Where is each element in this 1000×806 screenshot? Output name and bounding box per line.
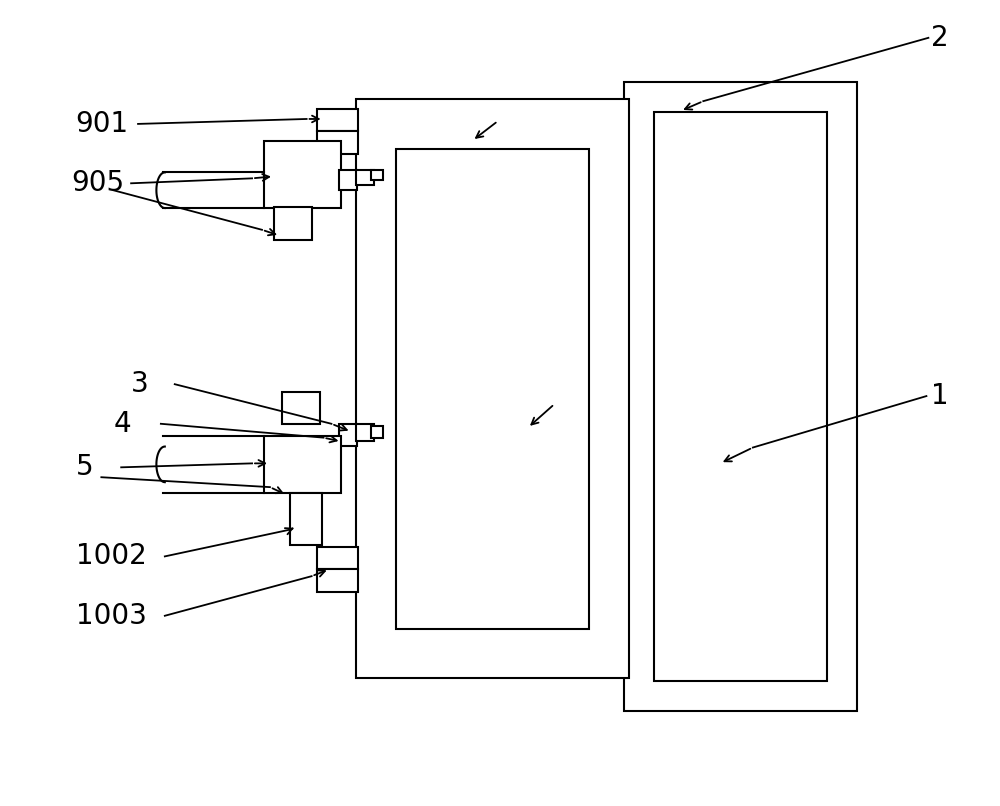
Bar bbox=[317, 109, 358, 131]
Bar bbox=[356, 424, 374, 441]
Bar bbox=[356, 170, 374, 185]
Bar bbox=[371, 170, 383, 181]
Bar bbox=[396, 148, 589, 629]
Bar bbox=[290, 493, 322, 545]
Bar bbox=[282, 392, 320, 424]
Text: 1003: 1003 bbox=[76, 602, 146, 629]
Bar bbox=[317, 569, 358, 592]
Bar bbox=[274, 207, 312, 239]
Bar bbox=[317, 131, 358, 154]
Text: 5: 5 bbox=[76, 453, 93, 481]
Text: 905: 905 bbox=[72, 169, 125, 197]
Text: 1002: 1002 bbox=[76, 542, 146, 571]
Bar bbox=[264, 141, 341, 208]
Text: 3: 3 bbox=[131, 370, 149, 398]
Bar bbox=[624, 82, 857, 711]
Bar bbox=[654, 112, 827, 681]
Bar bbox=[317, 546, 358, 569]
Bar bbox=[264, 436, 341, 493]
Text: 1: 1 bbox=[931, 382, 949, 410]
Bar bbox=[339, 170, 357, 190]
Text: 4: 4 bbox=[113, 409, 131, 438]
Bar bbox=[356, 99, 629, 678]
Text: 901: 901 bbox=[76, 110, 129, 138]
Text: 2: 2 bbox=[931, 24, 949, 52]
Bar bbox=[339, 424, 357, 446]
Bar bbox=[371, 426, 383, 438]
